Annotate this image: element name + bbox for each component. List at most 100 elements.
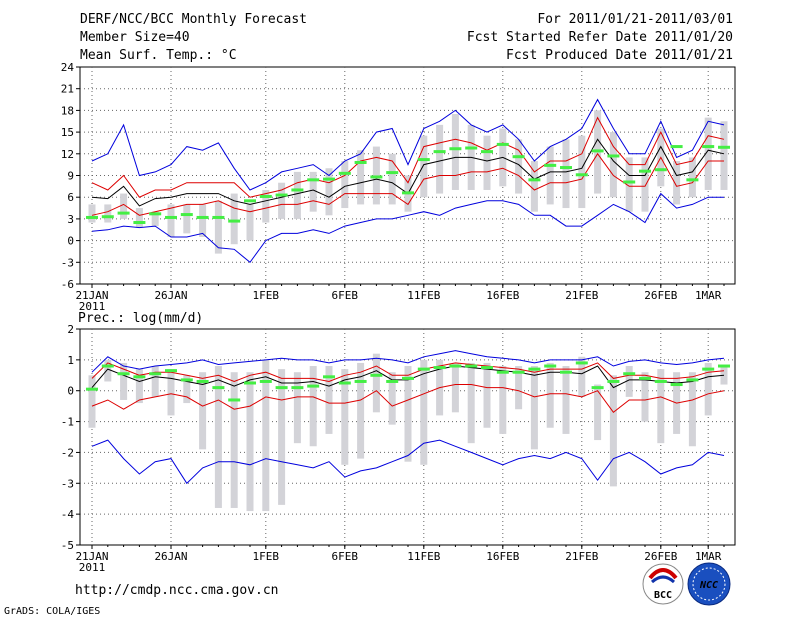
prec-spread-box bbox=[594, 384, 602, 441]
prec-median-mark bbox=[575, 361, 588, 365]
bcc-logo: BCC bbox=[642, 563, 684, 605]
prec-median-mark bbox=[370, 373, 383, 377]
website-url[interactable]: http://cmdp.ncc.cma.gov.cn bbox=[75, 583, 279, 598]
prec-xtick-label: 1FEB bbox=[253, 550, 280, 563]
temp-median-mark bbox=[512, 155, 525, 159]
prec-spread-box bbox=[104, 359, 112, 382]
prec-median-mark bbox=[307, 384, 320, 388]
temp-spread-box bbox=[515, 139, 523, 194]
prec-spread-box bbox=[720, 366, 728, 385]
temp-median-mark bbox=[654, 168, 667, 172]
prec-median-mark bbox=[718, 364, 730, 368]
temp-median-mark bbox=[244, 199, 256, 203]
temp-median-mark bbox=[528, 178, 541, 182]
prec-median-mark bbox=[654, 379, 667, 383]
prec-spread-box bbox=[262, 359, 270, 512]
prec-median-mark bbox=[212, 386, 225, 390]
prec-spread-box bbox=[341, 369, 349, 465]
temp-spread-box bbox=[309, 171, 317, 212]
temp-spread-box bbox=[436, 124, 444, 194]
temp-median-mark bbox=[544, 163, 557, 167]
temp-median-mark bbox=[417, 158, 430, 162]
temp-spread-box bbox=[88, 204, 96, 223]
temp-spread-box bbox=[278, 182, 286, 219]
prec-median-mark bbox=[386, 379, 399, 383]
prec-xtick-label: 16FEB bbox=[486, 550, 519, 563]
temp-xtick-label: 1MAR bbox=[695, 289, 722, 302]
temp-median-mark bbox=[670, 145, 683, 149]
prec-median-mark bbox=[465, 364, 478, 368]
prec-spread-box bbox=[199, 372, 207, 450]
temp-median-mark bbox=[117, 211, 130, 215]
prec-line-max bbox=[91, 350, 725, 373]
temp-median-mark bbox=[481, 150, 493, 154]
prec-spread-box bbox=[167, 369, 175, 416]
temp-line-min bbox=[91, 192, 724, 264]
temp-xtick-label: 26FEB bbox=[644, 289, 677, 302]
temp-median-mark bbox=[165, 215, 177, 219]
prec-spread-box bbox=[562, 366, 570, 434]
temp-spread-box bbox=[546, 146, 554, 205]
temp-spread-box bbox=[420, 135, 428, 198]
temp-spread-box bbox=[120, 193, 128, 219]
prec-spread-box bbox=[704, 362, 712, 416]
temp-spread-box bbox=[388, 153, 396, 205]
temp-xtick-label: 16FEB bbox=[486, 289, 519, 302]
prec-line-min bbox=[91, 439, 725, 485]
prec-spread-box bbox=[530, 366, 538, 450]
prec-median-mark bbox=[323, 375, 335, 379]
prec-spread-box bbox=[293, 372, 301, 444]
temp-ytick-label: 24 bbox=[61, 61, 75, 74]
temp-spread-box bbox=[341, 161, 349, 209]
temp-median-mark bbox=[386, 171, 399, 175]
bcc-logo-text: BCC bbox=[654, 590, 672, 601]
temp-spread-box bbox=[688, 157, 696, 198]
ncc-logo: NCC bbox=[687, 562, 731, 606]
prec-median-mark bbox=[228, 398, 241, 402]
prec-median-mark bbox=[402, 376, 414, 380]
prec-ytick-label: 2 bbox=[67, 323, 74, 336]
temp-ytick-label: -6 bbox=[61, 278, 74, 291]
temp-median-mark bbox=[354, 160, 367, 164]
prec-spread-box bbox=[515, 366, 523, 410]
temp-xtick-label: 11FEB bbox=[407, 289, 440, 302]
temp-spread-box bbox=[167, 204, 175, 237]
prec-spread-box bbox=[135, 369, 143, 404]
prec-xtick-label: 6FEB bbox=[332, 550, 359, 563]
prec-spread-box bbox=[625, 366, 633, 397]
prec-spread-box bbox=[388, 372, 396, 425]
temp-line-mean-plus-std bbox=[91, 116, 725, 198]
prec-spread-box bbox=[246, 372, 254, 512]
temp-median-mark bbox=[291, 188, 304, 192]
temp-spread-box bbox=[199, 204, 207, 237]
temp-median-mark bbox=[370, 175, 383, 179]
prec-ytick-label: 1 bbox=[67, 354, 74, 367]
temp-median-mark bbox=[149, 212, 162, 216]
prec-spread-box bbox=[309, 366, 317, 447]
temp-median-mark bbox=[465, 146, 478, 150]
prec-xtick-label: 26FEB bbox=[644, 550, 677, 563]
temp-spread-box bbox=[246, 204, 254, 241]
prec-xtick-label: 21FEB bbox=[565, 550, 598, 563]
temp-median-mark bbox=[307, 178, 320, 182]
temp-median-mark bbox=[496, 142, 509, 146]
temp-spread-box bbox=[609, 132, 617, 198]
temp-spread-box bbox=[230, 193, 238, 245]
prec-ytick-label: -4 bbox=[61, 508, 75, 521]
temp-xtick-label: 1FEB bbox=[253, 289, 280, 302]
temp-median-mark bbox=[560, 166, 572, 170]
temp-line-mean-minus-std bbox=[91, 152, 724, 216]
temp-spread-box bbox=[673, 161, 681, 205]
temp-xtick-label: 6FEB bbox=[332, 289, 359, 302]
prec-median-mark bbox=[417, 367, 430, 371]
temp-median-mark bbox=[275, 193, 288, 197]
prec-spread-box bbox=[609, 375, 617, 487]
temp-median-mark bbox=[718, 145, 730, 149]
prec-ytick-label: -3 bbox=[61, 477, 74, 490]
temp-median-mark bbox=[702, 145, 715, 149]
temp-spread-box bbox=[325, 168, 333, 216]
prec-median-mark bbox=[101, 364, 114, 368]
temp-median-mark bbox=[196, 215, 209, 219]
